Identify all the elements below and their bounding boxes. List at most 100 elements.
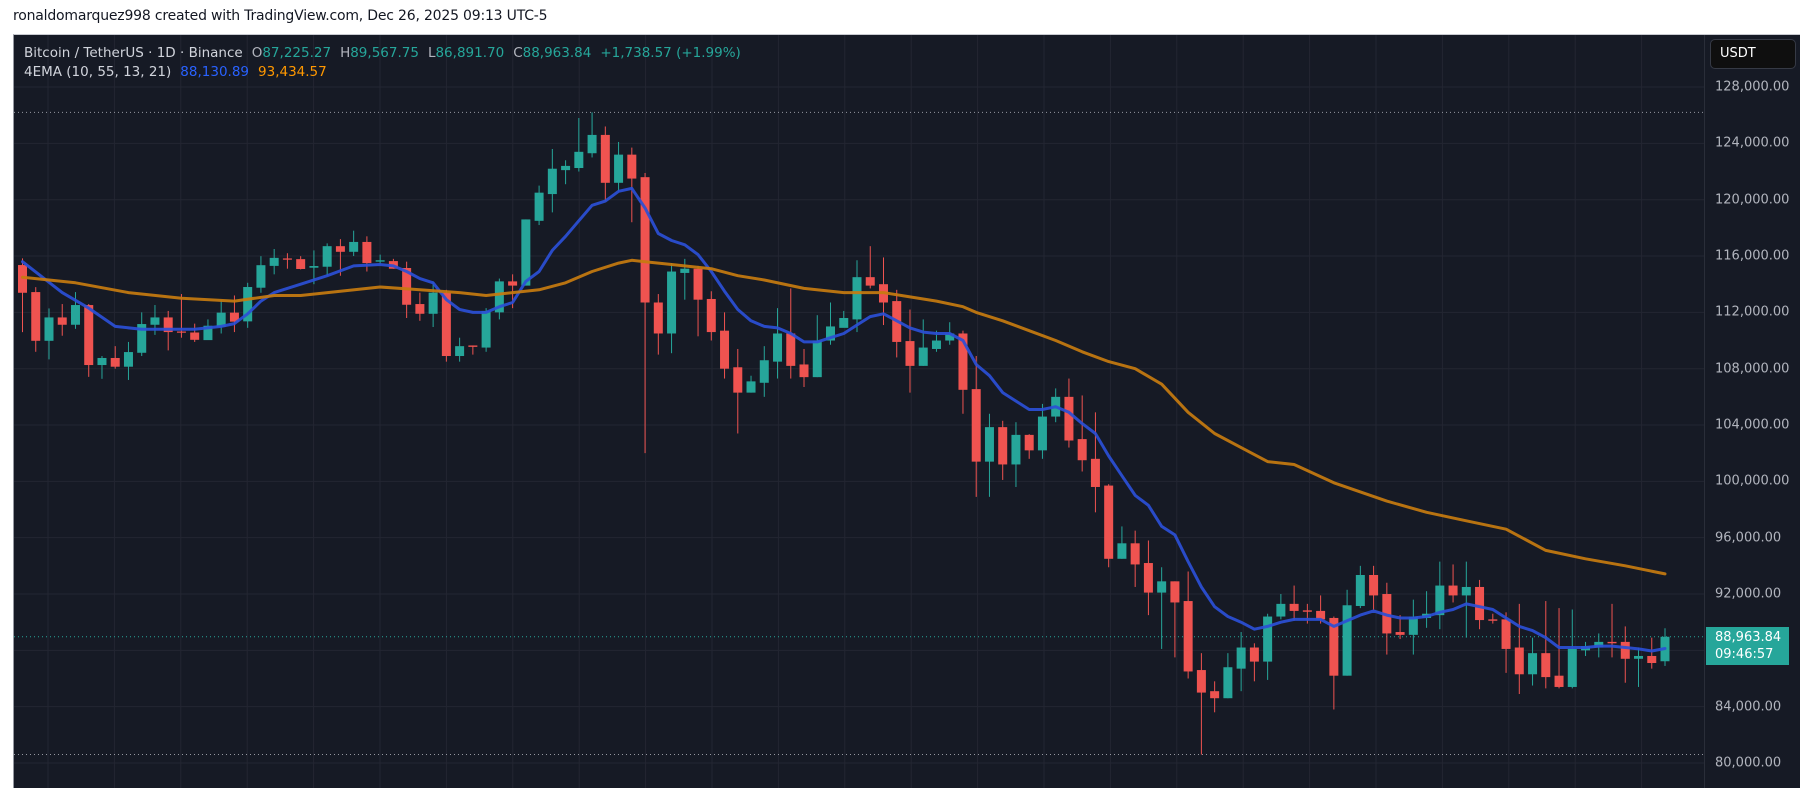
candle-down: [1077, 439, 1087, 461]
indicator-legend-row[interactable]: 4EMA (10, 55, 13, 21) 88,130.89 93,434.5…: [24, 63, 741, 82]
candle-down: [57, 317, 67, 325]
price-axis-label: 100,000.00: [1715, 473, 1790, 489]
candle-up: [1157, 581, 1167, 593]
candle-down: [905, 341, 915, 366]
candle-up: [44, 317, 54, 341]
candle-up: [203, 325, 213, 341]
candle-up: [984, 427, 994, 462]
price-axis-label: 80,000.00: [1715, 755, 1782, 771]
candle-up: [614, 154, 624, 183]
candle-up: [1342, 605, 1352, 676]
price-axis-label: 108,000.00: [1715, 361, 1790, 377]
candle-down: [110, 357, 120, 367]
candle-up: [137, 324, 147, 353]
price-axis[interactable]: USDT 88,963.84 09:46:57 128,000.00 124,00…: [1704, 35, 1800, 788]
candle-up: [547, 168, 557, 195]
candle-down: [1448, 585, 1458, 596]
candle-down: [1170, 581, 1180, 603]
candle-down: [402, 268, 412, 305]
candle-down: [1541, 653, 1551, 678]
symbol-legend-row[interactable]: Bitcoin / TetherUS · 1D · Binance O 87,22…: [24, 44, 741, 63]
chart-caption: ronaldomarquez998 created with TradingVi…: [13, 8, 548, 24]
candle-down: [706, 298, 716, 333]
candle-down: [31, 292, 41, 341]
candle-down: [1607, 641, 1617, 644]
candle-down: [468, 345, 478, 347]
candle-down: [229, 312, 239, 322]
candle-up: [494, 281, 504, 313]
candle-down: [998, 427, 1008, 465]
candle-down: [441, 292, 451, 357]
change-value: +1,738.57 (+1.99%): [600, 45, 741, 61]
open-value: 87,225.27: [262, 45, 332, 61]
candle-down: [362, 241, 372, 264]
candle-up: [1408, 616, 1418, 635]
candle-up: [1263, 616, 1273, 662]
candle-up: [269, 257, 279, 266]
candle-up: [1435, 585, 1445, 616]
indicator-title[interactable]: 4EMA (10, 55, 13, 21): [24, 64, 172, 80]
candle-up: [759, 360, 769, 383]
candle-up: [70, 305, 80, 325]
candle-down: [627, 154, 637, 179]
candle-down: [1329, 617, 1339, 676]
candle-down: [163, 317, 173, 333]
candle-down: [508, 281, 518, 286]
candle-down: [190, 332, 200, 340]
price-axis-label: 124,000.00: [1715, 135, 1790, 151]
current-price-tag: 88,963.84 09:46:57: [1706, 626, 1789, 665]
candle-down: [1024, 434, 1034, 451]
candle-down: [1647, 655, 1657, 664]
price-axis-label: 120,000.00: [1715, 192, 1790, 208]
candle-down: [1130, 543, 1140, 565]
candle-down: [1143, 563, 1153, 593]
candle-down: [1316, 610, 1326, 620]
candle-up: [826, 326, 836, 341]
candle-up: [812, 340, 822, 378]
candle-up: [1011, 434, 1021, 465]
price-axis-label: 112,000.00: [1715, 304, 1790, 320]
price-chart-canvas[interactable]: [14, 35, 1704, 788]
candle-up: [918, 347, 928, 366]
candle-down: [1514, 647, 1524, 675]
candle-up: [150, 317, 160, 325]
candle-up: [1223, 667, 1233, 699]
candle-up: [773, 333, 783, 362]
candle-down: [971, 389, 981, 462]
candle-up: [243, 287, 253, 322]
candle-down: [693, 268, 703, 300]
price-axis-label: 92,000.00: [1715, 586, 1782, 602]
candle-down: [18, 265, 27, 293]
candle-up: [1634, 655, 1644, 659]
candle-up: [256, 265, 266, 288]
symbol-title[interactable]: Bitcoin / TetherUS · 1D · Binance: [24, 45, 243, 61]
candle-up: [945, 333, 955, 341]
currency-button[interactable]: USDT: [1710, 39, 1796, 69]
candle-down: [282, 258, 292, 260]
candle-down: [335, 246, 345, 252]
candle-up: [123, 352, 133, 367]
low-value: 86,891.70: [435, 45, 505, 61]
candle-up: [1528, 653, 1538, 675]
candle-up: [667, 271, 677, 334]
candle-down: [799, 364, 809, 378]
candle-up: [534, 192, 544, 221]
ema-fast-line: [21, 186, 1667, 653]
chart-legend: Bitcoin / TetherUS · 1D · Binance O 87,22…: [24, 44, 741, 82]
candle-down: [1554, 675, 1564, 687]
candle-up: [1117, 543, 1127, 559]
candle-up: [680, 268, 690, 273]
price-axis-label: 96,000.00: [1715, 530, 1782, 546]
ema-fast-value: 88,130.89: [180, 64, 250, 80]
candle-up: [1567, 648, 1577, 687]
candle-up: [375, 260, 385, 262]
close-label: C: [513, 45, 523, 61]
candle-down: [958, 333, 968, 390]
candle-up: [349, 241, 359, 252]
candle-down: [733, 367, 743, 393]
candle-up: [1355, 574, 1365, 606]
bar-countdown: 09:46:57: [1715, 646, 1774, 662]
candle-up: [746, 381, 756, 393]
candle-up: [1461, 586, 1471, 596]
chart-panel[interactable]: Bitcoin / TetherUS · 1D · Binance O 87,22…: [13, 34, 1800, 788]
